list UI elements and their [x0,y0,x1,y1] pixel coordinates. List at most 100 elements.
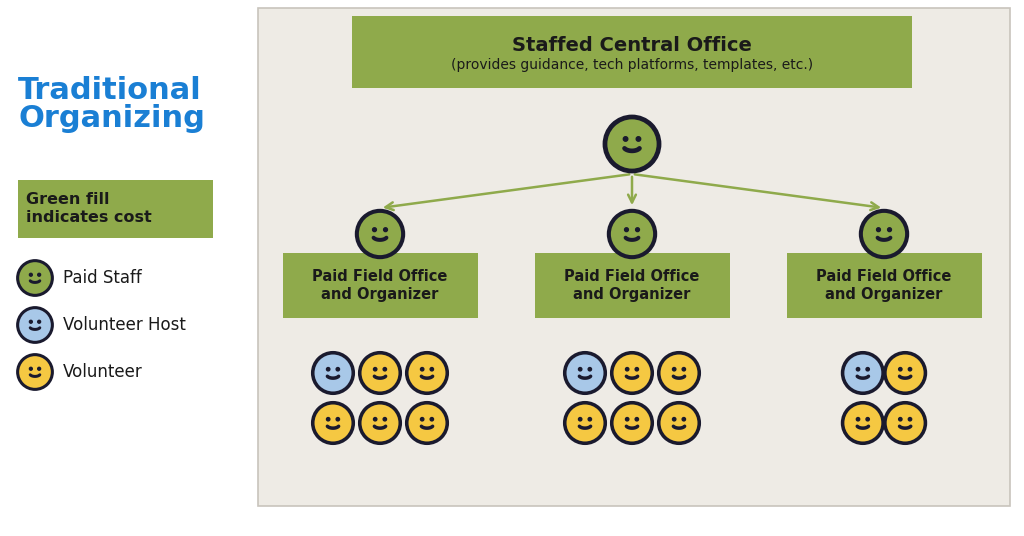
Ellipse shape [607,120,656,169]
Circle shape [374,368,377,371]
Circle shape [673,418,676,421]
FancyBboxPatch shape [786,253,981,318]
Ellipse shape [841,351,885,395]
Ellipse shape [660,405,697,442]
Circle shape [336,368,340,371]
Ellipse shape [611,213,653,255]
Ellipse shape [563,351,607,395]
Circle shape [866,368,869,371]
FancyBboxPatch shape [283,253,477,318]
Circle shape [421,368,424,371]
Circle shape [327,418,330,421]
Circle shape [866,418,869,421]
Ellipse shape [610,401,654,445]
Circle shape [856,368,860,371]
Ellipse shape [404,351,450,395]
Circle shape [856,418,860,421]
Circle shape [682,368,685,371]
Ellipse shape [361,405,398,442]
Ellipse shape [409,405,445,442]
Ellipse shape [314,405,351,442]
Circle shape [38,321,41,323]
Circle shape [38,367,41,370]
Circle shape [383,368,386,371]
Text: Paid Field Office
and Organizer: Paid Field Office and Organizer [564,269,699,302]
Ellipse shape [566,405,603,442]
Text: Traditional: Traditional [18,76,202,105]
Ellipse shape [404,401,450,445]
Ellipse shape [16,306,54,344]
Ellipse shape [845,354,882,391]
Ellipse shape [358,401,402,445]
Ellipse shape [354,209,406,259]
FancyBboxPatch shape [535,253,729,318]
Circle shape [421,418,424,421]
Circle shape [30,321,33,323]
Circle shape [888,228,892,232]
Ellipse shape [314,354,351,391]
Circle shape [30,273,33,276]
Ellipse shape [19,356,51,388]
Circle shape [588,368,592,371]
Circle shape [877,228,881,232]
Circle shape [430,368,433,371]
Ellipse shape [887,405,924,442]
Circle shape [579,368,582,371]
Text: Paid Field Office
and Organizer: Paid Field Office and Organizer [816,269,951,302]
Text: Green fill
indicates cost: Green fill indicates cost [26,192,152,226]
FancyBboxPatch shape [352,16,912,88]
Circle shape [625,228,629,232]
Circle shape [383,418,386,421]
Text: Volunteer: Volunteer [63,363,142,381]
Circle shape [899,368,902,371]
Circle shape [682,418,685,421]
Circle shape [626,418,629,421]
Ellipse shape [859,209,909,259]
Circle shape [327,368,330,371]
Ellipse shape [311,351,355,395]
Text: (provides guidance, tech platforms, templates, etc.): (provides guidance, tech platforms, temp… [451,58,813,72]
Ellipse shape [311,401,355,445]
Text: Paid Staff: Paid Staff [63,269,141,287]
FancyBboxPatch shape [18,180,213,238]
Ellipse shape [883,351,927,395]
Circle shape [624,137,628,141]
Ellipse shape [845,405,882,442]
Ellipse shape [841,401,885,445]
Ellipse shape [361,354,398,391]
Ellipse shape [613,354,650,391]
Circle shape [384,228,387,232]
Circle shape [373,228,377,232]
Circle shape [588,418,592,421]
Ellipse shape [660,354,697,391]
Ellipse shape [883,401,927,445]
Ellipse shape [19,262,51,294]
Circle shape [38,273,41,276]
Circle shape [635,418,639,421]
Circle shape [636,228,639,232]
Ellipse shape [863,213,905,255]
Circle shape [908,418,911,421]
Text: Paid Field Office
and Organizer: Paid Field Office and Organizer [312,269,447,302]
Circle shape [430,418,433,421]
Text: Volunteer Host: Volunteer Host [63,316,186,334]
Circle shape [899,418,902,421]
Ellipse shape [613,405,650,442]
Circle shape [579,418,582,421]
Ellipse shape [657,401,701,445]
Ellipse shape [602,115,662,174]
Circle shape [673,368,676,371]
Ellipse shape [887,354,924,391]
Circle shape [336,418,340,421]
Ellipse shape [16,353,54,391]
Circle shape [374,418,377,421]
Circle shape [626,368,629,371]
Text: Organizing: Organizing [18,104,205,133]
Circle shape [635,368,639,371]
Circle shape [30,367,33,370]
Ellipse shape [657,351,701,395]
Ellipse shape [607,209,657,259]
Ellipse shape [610,351,654,395]
Ellipse shape [16,259,54,297]
Ellipse shape [19,309,51,341]
